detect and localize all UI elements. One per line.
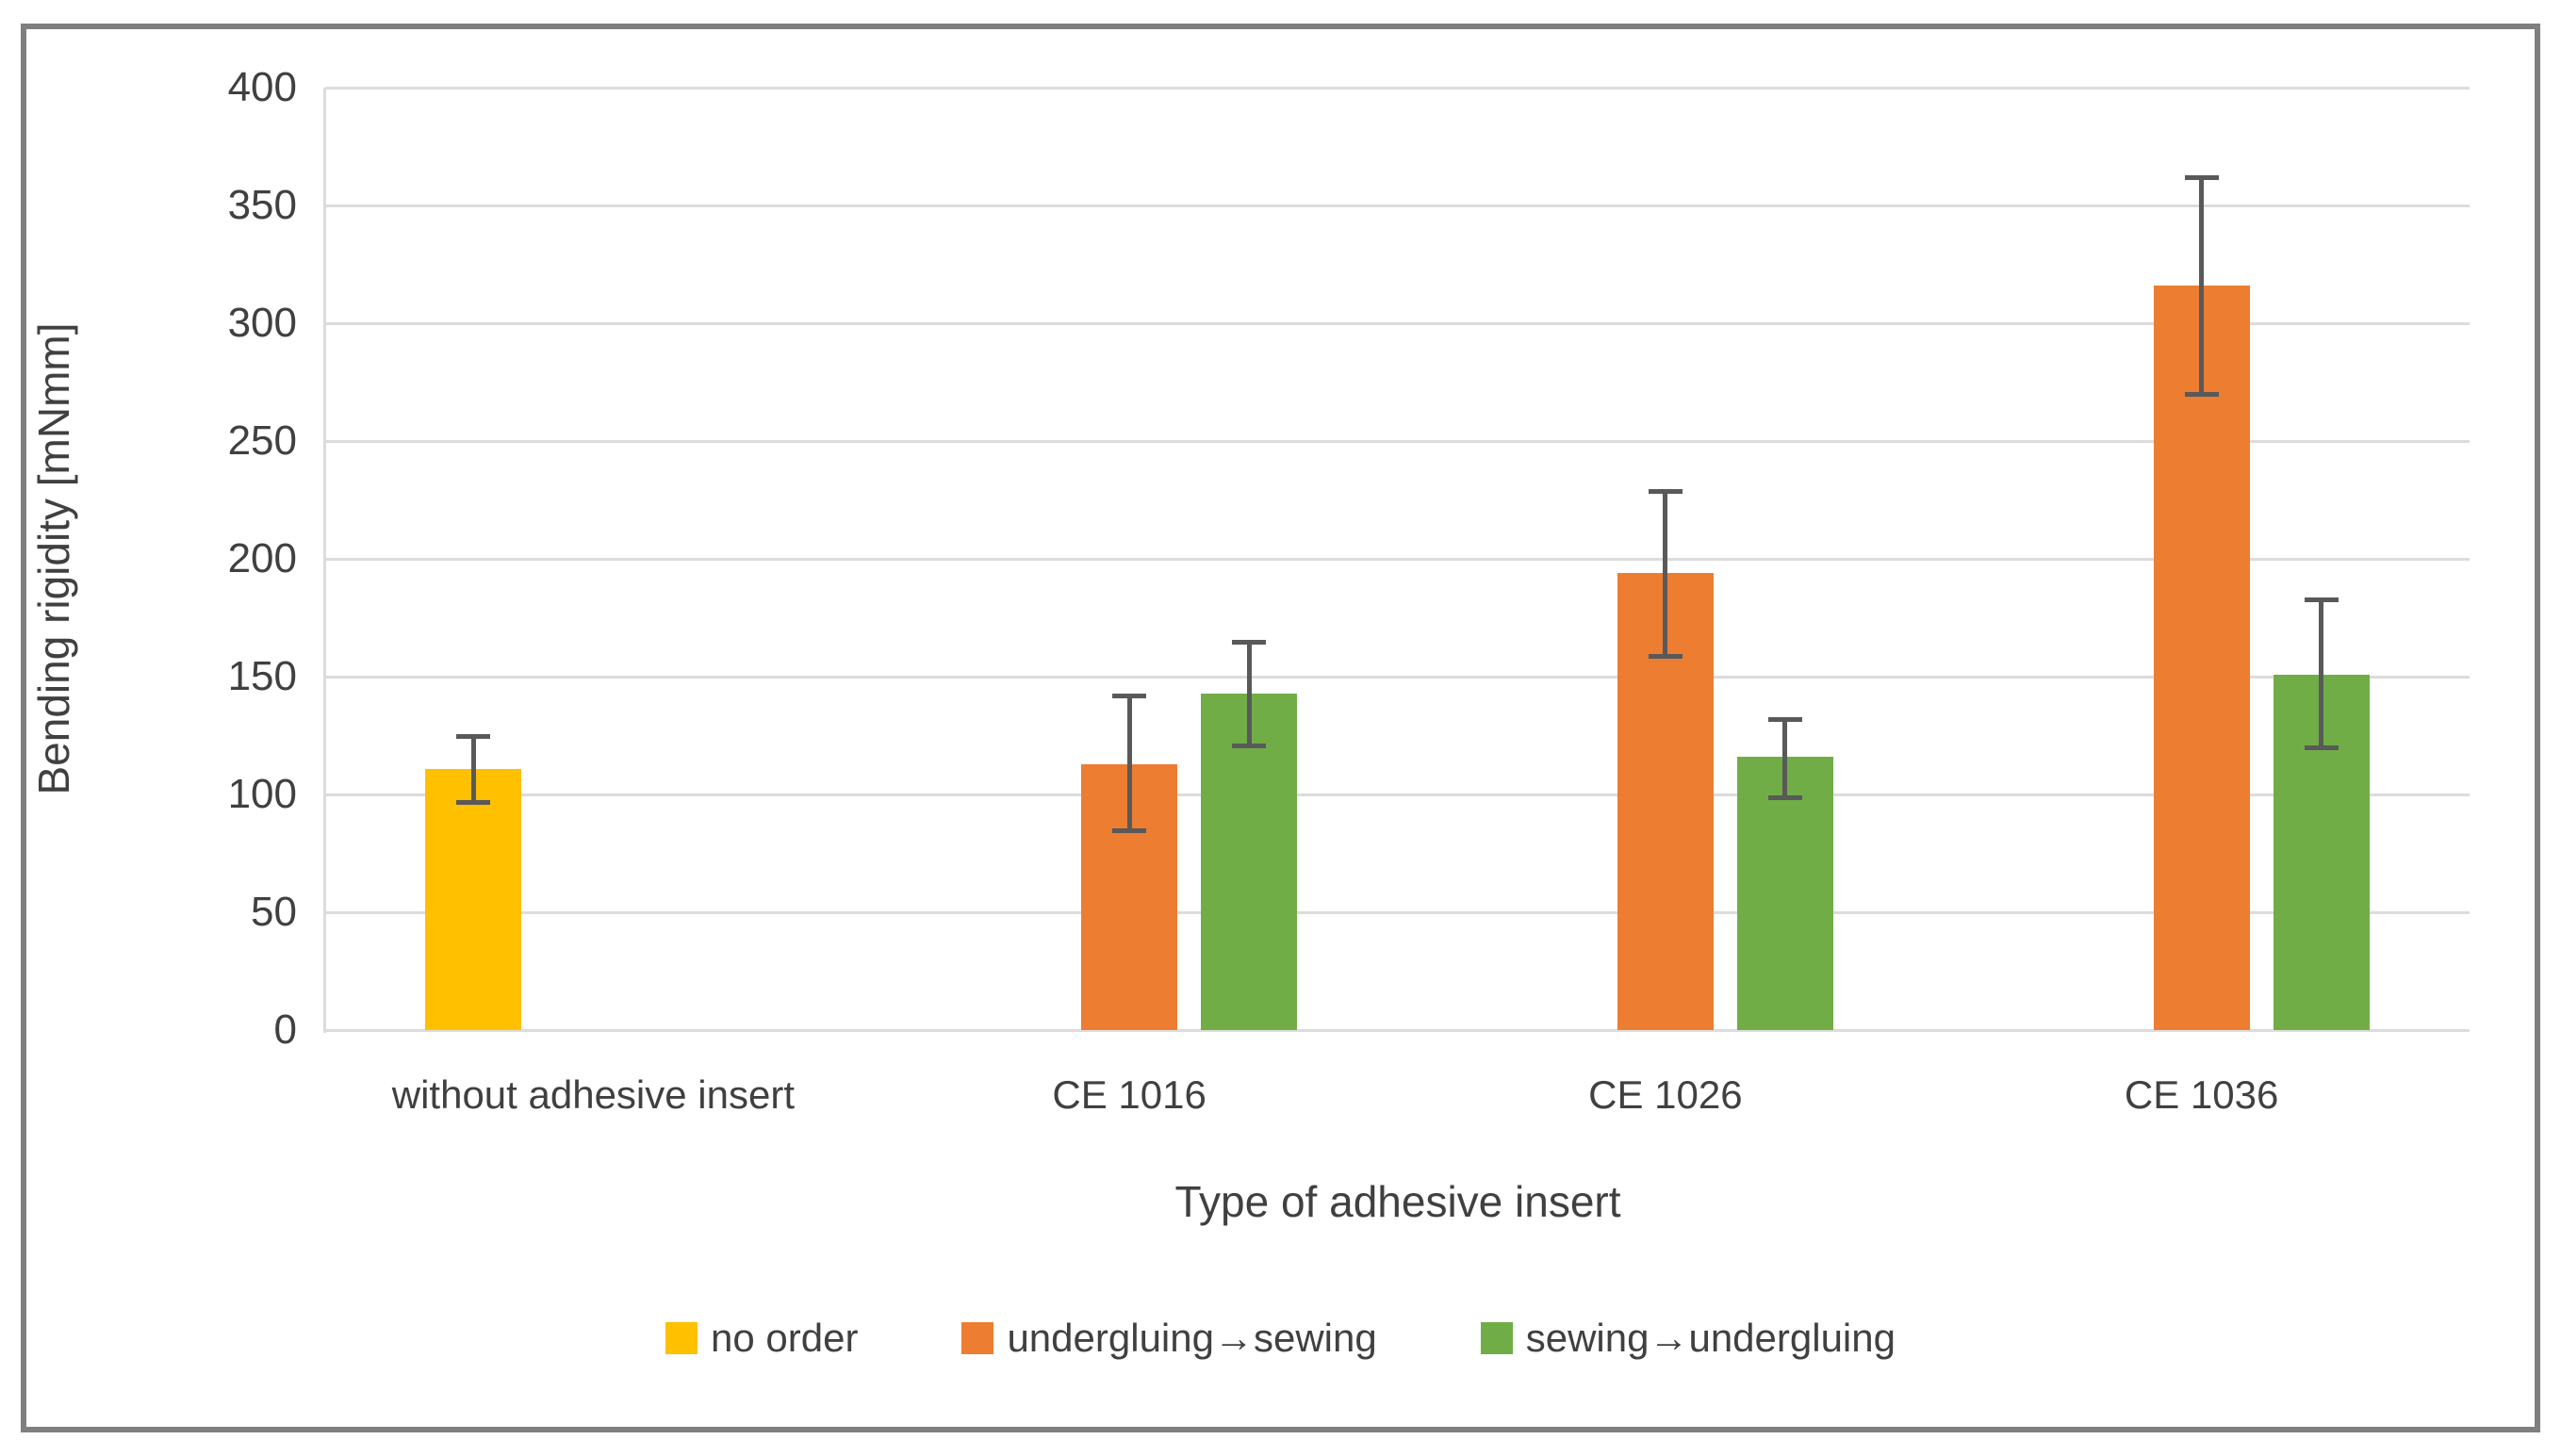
plot-area	[325, 87, 2470, 1032]
legend-label: no order	[711, 1316, 859, 1360]
error-bar	[2319, 598, 2324, 747]
legend-label: sewing→undergluing	[1525, 1316, 1896, 1360]
x-tick-label: CE 1036	[2124, 1072, 2279, 1117]
y-tick-label: 100	[227, 771, 297, 817]
bar	[2153, 286, 2250, 1030]
y-tick-label: 350	[227, 182, 297, 228]
error-bar-cap	[2304, 745, 2339, 750]
legend: no order undergluing→sewing sewing→undergl…	[0, 1316, 2561, 1361]
error-bar-cap	[1112, 827, 1147, 833]
y-tick-label: 400	[227, 64, 297, 110]
bar	[1201, 693, 1298, 1030]
legend-swatch	[1480, 1322, 1513, 1354]
error-bar	[1782, 719, 1788, 797]
y-tick-label: 0	[273, 1006, 297, 1053]
legend-item: sewing→undergluing	[1480, 1316, 1896, 1361]
error-bar-cap	[1648, 653, 1683, 659]
error-bar-cap	[1648, 488, 1683, 494]
legend-label: undergluing→sewing	[1007, 1316, 1377, 1360]
x-tick-label: CE 1016	[1052, 1072, 1207, 1117]
legend-item: no order	[665, 1316, 858, 1361]
error-bar	[1246, 641, 1252, 745]
gridline	[325, 87, 2470, 90]
error-bar	[470, 735, 476, 802]
y-tick-label: 250	[227, 417, 297, 464]
y-axis-line	[323, 88, 326, 1033]
error-bar-cap	[2184, 175, 2219, 180]
error-bar-cap	[2184, 392, 2219, 397]
error-bar-cap	[1767, 717, 1802, 722]
gridline	[325, 204, 2470, 207]
gridline	[325, 676, 2470, 679]
y-axis-title: Bending rigidity [mNmm]	[29, 322, 78, 795]
legend-swatch	[961, 1322, 994, 1354]
gridline	[325, 911, 2470, 914]
y-tick-label: 200	[227, 535, 297, 581]
error-bar	[1126, 695, 1132, 830]
error-bar-cap	[1112, 694, 1147, 698]
x-axis-title: Type of adhesive insert	[1174, 1177, 1621, 1226]
error-bar-cap	[456, 799, 491, 805]
y-tick-label: 150	[227, 653, 297, 699]
y-tick-label: 300	[227, 300, 297, 346]
x-tick-label: without adhesive insert	[391, 1072, 795, 1117]
gridline	[325, 1029, 2470, 1032]
error-bar-cap	[1232, 639, 1267, 645]
gridline	[325, 558, 2470, 561]
y-tick-label: 50	[251, 889, 297, 935]
gridline	[325, 440, 2470, 443]
bar	[1736, 757, 1833, 1030]
error-bar	[2199, 177, 2205, 394]
error-bar-cap	[1232, 743, 1267, 748]
legend-swatch	[665, 1322, 698, 1354]
bar	[425, 768, 522, 1030]
error-bar-cap	[456, 733, 491, 739]
gridline	[325, 322, 2470, 325]
legend-item: undergluing→sewing	[961, 1316, 1377, 1361]
error-bar-cap	[2304, 597, 2339, 602]
gridline	[325, 793, 2470, 796]
x-tick-label: CE 1026	[1588, 1072, 1743, 1117]
error-bar	[1663, 490, 1668, 656]
error-bar-cap	[1767, 794, 1802, 800]
